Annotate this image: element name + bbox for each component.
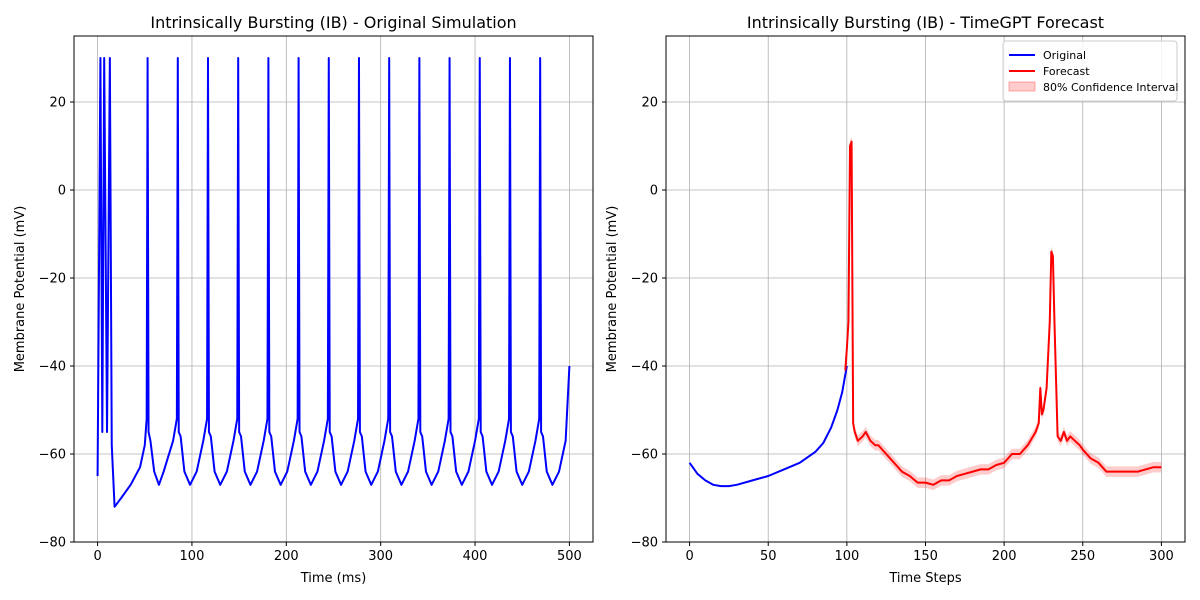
series-line-forecast	[844, 140, 1162, 486]
y-tick-label: −40	[39, 360, 66, 375]
x-tick-label: 250	[1070, 549, 1095, 564]
x-tick-label: 400	[463, 549, 488, 564]
chart-title: Intrinsically Bursting (IB) - TimeGPT Fo…	[747, 13, 1104, 32]
x-tick-label: 200	[274, 549, 299, 564]
y-tick-label: −60	[631, 448, 658, 463]
y-axis-label: Membrane Potential (mV)	[13, 206, 28, 373]
y-tick-label: 20	[49, 96, 66, 111]
x-axis-label: Time (ms)	[300, 571, 367, 586]
chart-panel-original-simulation: 0 100 200 300 400 500 −80 −60 −40 −20 0 20 Intrinsic…	[13, 13, 594, 586]
legend-entry: Forecast	[1043, 65, 1090, 78]
x-tick-label: 50	[760, 549, 777, 564]
y-tick-label: −20	[631, 272, 658, 287]
y-tick-label: 0	[650, 184, 658, 199]
x-axis-label: Time Steps	[888, 571, 962, 586]
x-tick-label: 150	[913, 549, 938, 564]
legend-entry: 80% Confidence Interval	[1043, 81, 1178, 94]
y-tick-label: −80	[39, 536, 66, 551]
confidence-band	[845, 136, 1162, 491]
plot-area	[96, 57, 571, 508]
legend-box	[1002, 40, 1178, 102]
x-tick-label: 100	[180, 549, 205, 564]
y-tick-label: −80	[631, 536, 658, 551]
y-tick-label: −20	[39, 272, 66, 287]
legend: Original Forecast 80% Confidence Interval	[1002, 40, 1178, 102]
y-tick-label: 0	[58, 184, 66, 199]
y-tick-label: −40	[631, 360, 658, 375]
x-tick-label: 200	[992, 549, 1017, 564]
y-tick-label: 20	[641, 96, 658, 111]
x-tick-label: 300	[368, 549, 393, 564]
x-tick-label: 500	[557, 549, 582, 564]
series-line-original	[688, 365, 848, 488]
x-tick-label: 0	[93, 549, 101, 564]
chart-title: Intrinsically Bursting (IB) - Original S…	[150, 13, 516, 32]
axes-frame	[73, 35, 594, 543]
x-tick-label: 0	[685, 549, 693, 564]
chart-panel-timegpt-forecast: 0 50 100 150 200 250 300 −80 −60 −40 −20 0 20 Intrins…	[605, 13, 1186, 586]
y-tick-label: −60	[39, 448, 66, 463]
legend-entry: Original	[1043, 49, 1086, 62]
plot-area	[688, 136, 1162, 491]
x-tick-label: 300	[1149, 549, 1174, 564]
x-tick-label: 100	[834, 549, 859, 564]
legend-swatch	[1008, 81, 1036, 92]
y-axis-label: Membrane Potential (mV)	[605, 206, 620, 373]
series-line-trace	[96, 57, 571, 508]
